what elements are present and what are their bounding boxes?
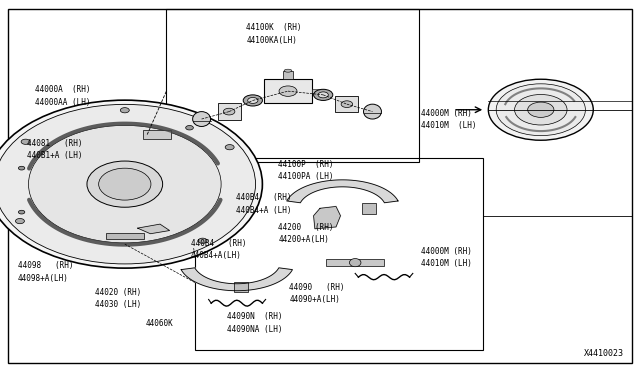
Text: 44010M  (LH): 44010M (LH) [421,121,477,130]
Bar [218,103,241,120]
Text: 44090NA (LH): 44090NA (LH) [227,325,283,334]
Bar [195,158,483,350]
Text: 44090N  (RH): 44090N (RH) [227,312,283,321]
Text: 44000A  (RH): 44000A (RH) [35,85,91,94]
Bar [335,96,358,112]
Text: 44200   (RH): 44200 (RH) [278,223,334,232]
Text: 44100K  (RH): 44100K (RH) [246,23,302,32]
Ellipse shape [225,145,234,150]
Ellipse shape [19,210,25,214]
Text: 44090   (RH): 44090 (RH) [289,283,345,292]
Bar [362,203,376,214]
Text: 44200+A(LH): 44200+A(LH) [278,235,329,244]
Text: 440B4   (RH): 440B4 (RH) [191,239,246,248]
Bar [143,130,171,139]
Ellipse shape [248,97,258,103]
Text: 440B4+A(LH): 440B4+A(LH) [191,251,241,260]
Text: 44100PA (LH): 44100PA (LH) [278,172,334,181]
Ellipse shape [314,89,333,100]
Ellipse shape [19,166,25,170]
Text: 44010M (LH): 44010M (LH) [421,259,472,268]
Ellipse shape [29,125,221,243]
Ellipse shape [87,161,163,207]
Polygon shape [287,180,398,203]
Text: 44000M (RH): 44000M (RH) [421,109,472,118]
Bar [283,71,293,79]
Text: 44098   (RH): 44098 (RH) [18,262,74,270]
Text: 440B1+A (LH): 440B1+A (LH) [27,151,83,160]
Ellipse shape [496,84,586,136]
Ellipse shape [223,108,235,115]
Ellipse shape [186,125,193,130]
Text: 44090+A(LH): 44090+A(LH) [289,295,340,304]
Ellipse shape [243,95,262,106]
Polygon shape [181,268,292,291]
Text: 440B4   (RH): 440B4 (RH) [236,193,291,202]
Bar [264,79,312,103]
Ellipse shape [99,168,151,200]
Polygon shape [314,206,340,229]
Ellipse shape [527,102,554,118]
Ellipse shape [349,259,361,267]
Text: 440B4+A (LH): 440B4+A (LH) [236,206,291,215]
Bar [312,89,324,93]
Text: 44000M (RH): 44000M (RH) [421,247,472,256]
Ellipse shape [21,139,30,144]
Ellipse shape [279,86,297,96]
Text: 44020 (RH): 44020 (RH) [95,288,141,296]
Text: 44100KA(LH): 44100KA(LH) [246,36,297,45]
Bar [106,233,144,239]
Ellipse shape [318,92,328,98]
Ellipse shape [0,100,262,268]
Ellipse shape [284,69,292,72]
Text: 44098+A(LH): 44098+A(LH) [18,274,68,283]
Text: 44081   (RH): 44081 (RH) [27,139,83,148]
Text: 44000AA (LH): 44000AA (LH) [35,98,91,107]
Ellipse shape [364,104,381,119]
Bar [234,282,248,292]
Polygon shape [138,224,170,234]
Ellipse shape [0,105,255,264]
Bar [326,259,384,266]
Ellipse shape [488,79,593,140]
Text: 44030 (LH): 44030 (LH) [95,300,141,309]
Ellipse shape [515,94,567,125]
Ellipse shape [120,108,129,113]
Ellipse shape [15,218,24,224]
Ellipse shape [198,238,207,243]
Text: X4410023: X4410023 [584,349,624,358]
Ellipse shape [193,112,211,126]
Text: 44060K: 44060K [146,319,173,328]
Text: 44100P  (RH): 44100P (RH) [278,160,334,169]
Bar [166,9,419,162]
Ellipse shape [341,101,353,108]
